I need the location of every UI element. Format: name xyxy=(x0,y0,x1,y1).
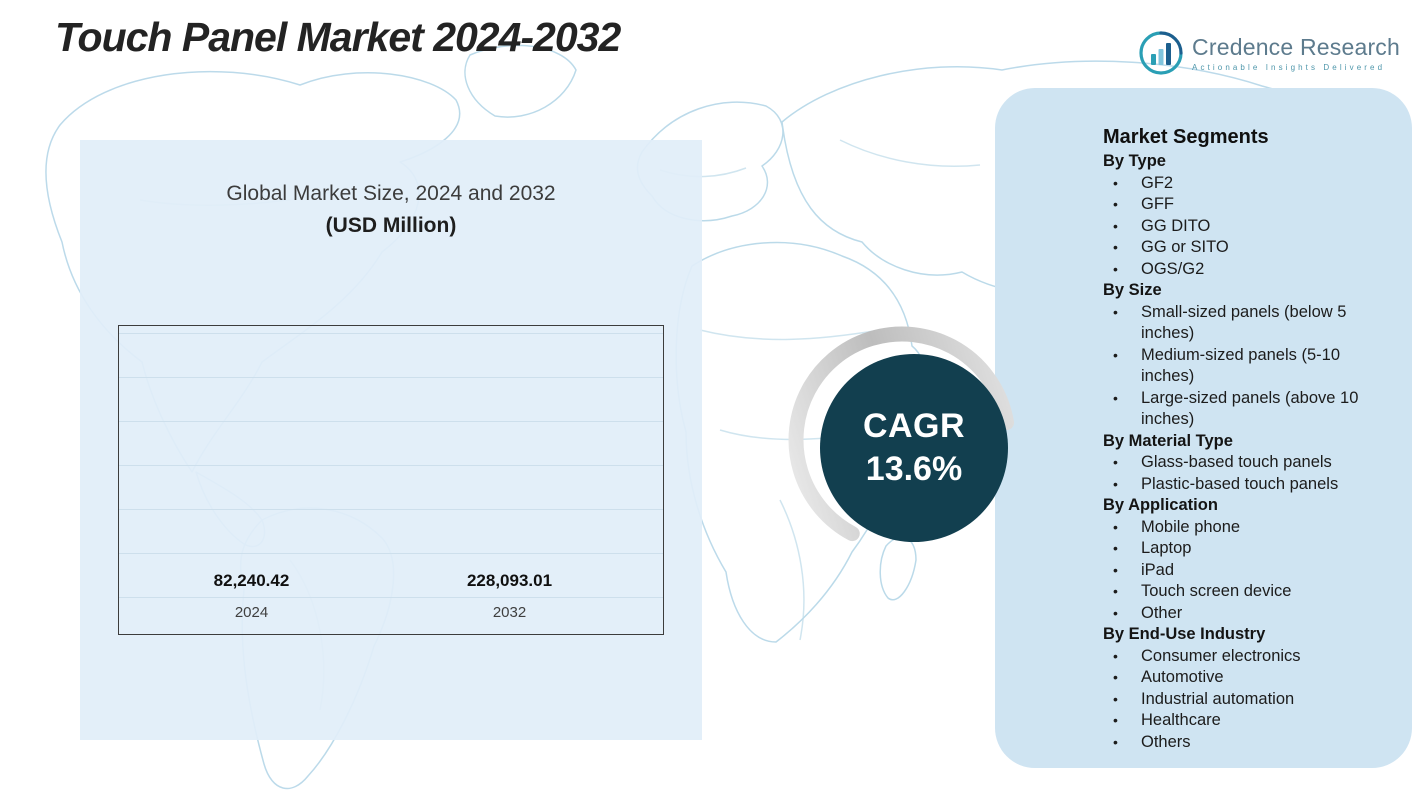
chart-plot-area: 82,240.42 228,093.01 xyxy=(119,326,663,598)
segment-item: OGS/G2 xyxy=(1103,259,1378,281)
segment-item: Healthcare xyxy=(1103,710,1378,732)
logo-tagline: Actionable Insights Delivered xyxy=(1192,63,1386,72)
bar-value-label-2024: 82,240.42 xyxy=(213,571,290,590)
segment-item: Mobile phone xyxy=(1103,517,1378,539)
logo-name: Credence Research xyxy=(1192,34,1400,60)
segment-list: Small-sized panels (below 5 inches)Mediu… xyxy=(1103,302,1378,431)
segment-item: Plastic-based touch panels xyxy=(1103,474,1378,496)
segment-item: GF2 xyxy=(1103,173,1378,195)
chart-x-axis: 2024 2032 xyxy=(119,596,663,634)
segment-item: Small-sized panels (below 5 inches) xyxy=(1103,302,1378,345)
segment-group: By Material Type Glass-based touch panels… xyxy=(1103,431,1378,496)
bar-value-label-2032: 228,093.01 xyxy=(466,571,553,590)
chart-title: Global Market Size, 2024 and 2032 xyxy=(226,182,556,205)
segment-group: By Application Mobile phoneLaptopiPadTouc… xyxy=(1103,495,1378,624)
segments-heading: Market Segments xyxy=(1103,126,1269,148)
cagr-value: 13.6% xyxy=(865,450,963,488)
segment-item: Large-sized panels (above 10 inches) xyxy=(1103,388,1378,431)
segment-item: GG DITO xyxy=(1103,216,1378,238)
segment-item: Glass-based touch panels xyxy=(1103,452,1378,474)
segment-item: Touch screen device xyxy=(1103,581,1378,603)
segment-group-label: By Material Type xyxy=(1103,431,1233,450)
bar-group-2024: 82,240.42 xyxy=(189,571,314,598)
logo-icon xyxy=(1139,31,1183,75)
segment-item: Laptop xyxy=(1103,538,1378,560)
segment-group: By Type GF2GFFGG DITOGG or SITOOGS/G2 xyxy=(1103,151,1378,280)
segment-list: Mobile phoneLaptopiPadTouch screen devic… xyxy=(1103,517,1378,625)
credence-research-logo: Credence Research Actionable Insights De… xyxy=(1138,30,1400,76)
segment-item: GFF xyxy=(1103,194,1378,216)
segment-group: By End-Use Industry Consumer electronicsA… xyxy=(1103,624,1378,753)
segment-group-label: By Application xyxy=(1103,496,1218,514)
cagr-circle: CAGR 13.6% xyxy=(820,354,1008,542)
segment-item: iPad xyxy=(1103,560,1378,582)
segment-item: Other xyxy=(1103,603,1378,625)
segment-group: By Size Small-sized panels (below 5 inche… xyxy=(1103,280,1378,431)
segment-item: Medium-sized panels (5-10 inches) xyxy=(1103,345,1378,388)
chart-panel: Global Market Size, 2024 and 2032 (USD M… xyxy=(80,140,702,740)
bar-group-2032: 228,093.01 xyxy=(447,571,572,598)
swoosh-arc-decoration xyxy=(788,326,1016,554)
segment-list: Glass-based touch panelsPlastic-based to… xyxy=(1103,452,1378,495)
segment-group-label: By Size xyxy=(1103,281,1162,299)
chart-subtitle: (USD Million) xyxy=(325,214,457,237)
cagr-label: CAGR xyxy=(862,407,966,445)
logo-text-block: Credence Research Actionable Insights De… xyxy=(1192,34,1400,72)
segment-group-label: By End-Use Industry xyxy=(1103,625,1266,643)
x-axis-label-2024: 2024 xyxy=(234,604,269,621)
bar-chart: 82,240.42 228,093.01 2024 2032 xyxy=(118,325,664,635)
segment-item: Consumer electronics xyxy=(1103,646,1378,668)
segment-list: GF2GFFGG DITOGG or SITOOGS/G2 xyxy=(1103,173,1378,281)
page-title: Touch Panel Market 2024-2032 xyxy=(55,14,621,60)
segment-item: Others xyxy=(1103,732,1378,754)
x-axis-label-2032: 2032 xyxy=(492,604,527,621)
segment-item: GG or SITO xyxy=(1103,237,1378,259)
segment-list: Consumer electronicsAutomotiveIndustrial… xyxy=(1103,646,1378,754)
segment-group-label: By Type xyxy=(1103,152,1166,170)
market-segments-panel: Market Segments By Type GF2GFFGG DITOGG o… xyxy=(995,88,1412,768)
segment-item: Automotive xyxy=(1103,667,1378,689)
cagr-badge: CAGR 13.6% xyxy=(786,322,1026,567)
segment-item: Industrial automation xyxy=(1103,689,1378,711)
